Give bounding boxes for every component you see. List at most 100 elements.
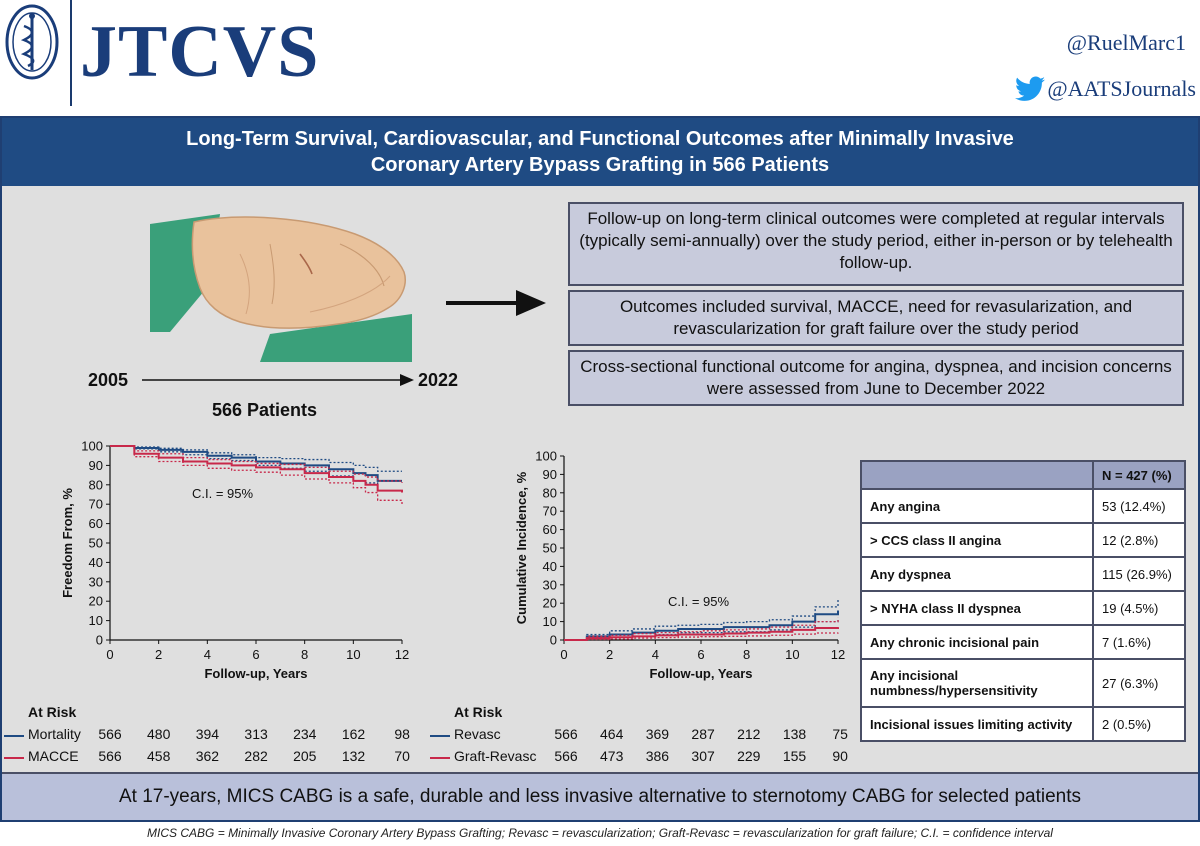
twitter-icon	[1015, 76, 1045, 101]
x-axis-label: Follow-up, Years	[649, 666, 752, 681]
table-row: Any angina 53 (12.4%)	[860, 488, 1186, 524]
abbreviations-footnote: MICS CABG = Minimally Invasive Coronary …	[147, 826, 1053, 840]
risk-count: 162	[341, 726, 366, 742]
legend-swatch	[430, 757, 450, 759]
x-tick-label: 6	[697, 647, 704, 662]
x-tick-label: 8	[743, 647, 750, 662]
title-line-2: Coronary Artery Bypass Grafting in 566 P…	[370, 154, 830, 176]
outcome-value: 115 (26.9%)	[1092, 556, 1186, 592]
risk-count: 132	[341, 748, 366, 764]
x-axis-label: Follow-up, Years	[204, 666, 307, 681]
y-tick-label: 40	[89, 555, 103, 570]
y-tick-label: 70	[89, 497, 103, 512]
right-arrow-icon	[446, 290, 546, 316]
y-axis-label: Freedom From, %	[60, 488, 75, 598]
risk-count: 480	[147, 726, 171, 742]
risk-count: 205	[293, 748, 317, 764]
survival-chart: 0 10 20 30 40 50 60 70 80 90 100 0 2 4 6 8 10 12 Follow-up…	[60, 439, 409, 682]
y-tick-label: 80	[89, 477, 103, 492]
table-row: Any dyspnea 115 (26.9%)	[860, 556, 1186, 592]
risk-row-label: MACCE	[28, 748, 79, 764]
y-tick-label: 100	[81, 439, 103, 454]
table-header-count: N = 427 (%)	[1092, 460, 1186, 490]
outcome-label: Any angina	[860, 488, 1094, 524]
x-tick-label: 4	[652, 647, 659, 662]
y-tick-label: 60	[543, 522, 557, 537]
series-line-revasc	[564, 610, 839, 641]
x-tick-label: 8	[301, 647, 308, 662]
risk-row-label: Graft-Revasc	[454, 748, 537, 764]
risk-count: 369	[645, 726, 670, 742]
series-line-graft-revasc	[564, 627, 839, 641]
risk-count: 458	[147, 748, 171, 764]
risk-count: 566	[554, 726, 578, 742]
journal-handle: @AATSJournals	[1047, 76, 1196, 101]
legend-swatch	[4, 757, 24, 759]
risk-count: 282	[244, 748, 268, 764]
y-tick-label: 50	[89, 536, 103, 551]
ci-annotation: C.I. = 95%	[668, 594, 729, 609]
outcome-label: > CCS class II angina	[860, 522, 1094, 558]
ci-annotation: C.I. = 95%	[192, 486, 253, 501]
risk-count: 362	[195, 748, 220, 764]
y-tick-label: 40	[543, 559, 557, 574]
y-tick-label: 50	[543, 541, 557, 556]
abstract-panel: Long-Term Survival, Cardiovascular, and …	[0, 116, 1200, 822]
timeline-start-year: 2005	[88, 370, 129, 390]
risk-count: 229	[737, 748, 761, 764]
risk-table-right: At Risk Revasc 566 464 369 287 212 138 75 Graft-R…	[430, 704, 860, 764]
y-tick-label: 60	[89, 516, 103, 531]
risk-count: 98	[394, 726, 410, 742]
author-handle: @RuelMarc1	[1066, 30, 1186, 55]
table-row: Any incisional numbness/hypersensitivity…	[860, 658, 1186, 708]
outcome-label: Any dyspnea	[860, 556, 1094, 592]
journal-logo: JTCVS	[80, 11, 320, 93]
outcome-value: 12 (2.8%)	[1092, 522, 1186, 558]
at-risk-heading: At Risk	[28, 704, 77, 720]
journal-header: JTCVS @RuelMarc1 @AATSJournals	[0, 0, 1200, 116]
y-tick-label: 20	[543, 596, 557, 611]
table-row: > CCS class II angina 12 (2.8%)	[860, 522, 1186, 558]
outcome-value: 19 (4.5%)	[1092, 590, 1186, 626]
info-box-outcomes: Outcomes included survival, MACCE, need …	[568, 290, 1184, 346]
x-tick-label: 10	[785, 647, 799, 662]
y-axis-label: Cumulative Incidence, %	[514, 471, 529, 624]
risk-count: 307	[691, 748, 715, 764]
table-header-row: N = 427 (%)	[860, 460, 1186, 490]
patient-count: 566 Patients	[212, 400, 318, 420]
timeline-end-year: 2022	[418, 370, 459, 390]
info-box-followup: Follow-up on long-term clinical outcomes…	[568, 202, 1184, 286]
y-tick-label: 90	[89, 458, 103, 473]
risk-table-left: At Risk Mortality 566 480 394 313 234 162 98 MACC…	[4, 704, 424, 764]
risk-count: 70	[394, 748, 410, 764]
y-tick-label: 90	[543, 467, 557, 482]
risk-count: 566	[98, 748, 122, 764]
x-tick-label: 10	[346, 647, 360, 662]
table-row: > NYHA class II dyspnea 19 (4.5%)	[860, 590, 1186, 626]
table-header-empty	[860, 460, 1094, 490]
x-tick-label: 2	[606, 647, 613, 662]
conclusion-banner: At 17-years, MICS CABG is a safe, durabl…	[2, 772, 1198, 820]
risk-count: 386	[645, 748, 670, 764]
legend-swatch	[4, 735, 24, 737]
title-line-1: Long-Term Survival, Cardiovascular, and …	[186, 128, 1014, 150]
legend-swatch	[430, 735, 450, 737]
y-tick-label: 20	[89, 594, 103, 609]
patient-torso-illustration	[150, 214, 412, 362]
x-tick-label: 12	[831, 647, 845, 662]
risk-row-label: Revasc	[454, 726, 501, 742]
y-tick-label: 100	[535, 449, 557, 464]
risk-count: 473	[600, 748, 624, 764]
outcome-label: Any chronic incisional pain	[860, 624, 1094, 660]
x-tick-label: 0	[106, 647, 113, 662]
table-row: Incisional issues limiting activity 2 (0.…	[860, 706, 1186, 742]
header-divider	[70, 0, 72, 106]
y-tick-label: 30	[543, 577, 557, 592]
risk-count: 138	[782, 726, 807, 742]
y-tick-label: 30	[89, 574, 103, 589]
series-line-macce	[110, 445, 403, 493]
risk-count: 212	[737, 726, 761, 742]
outcome-label: > NYHA class II dyspnea	[860, 590, 1094, 626]
outcome-value: 53 (12.4%)	[1092, 488, 1186, 524]
outcome-label: Any incisional numbness/hypersensitivity	[860, 658, 1094, 708]
